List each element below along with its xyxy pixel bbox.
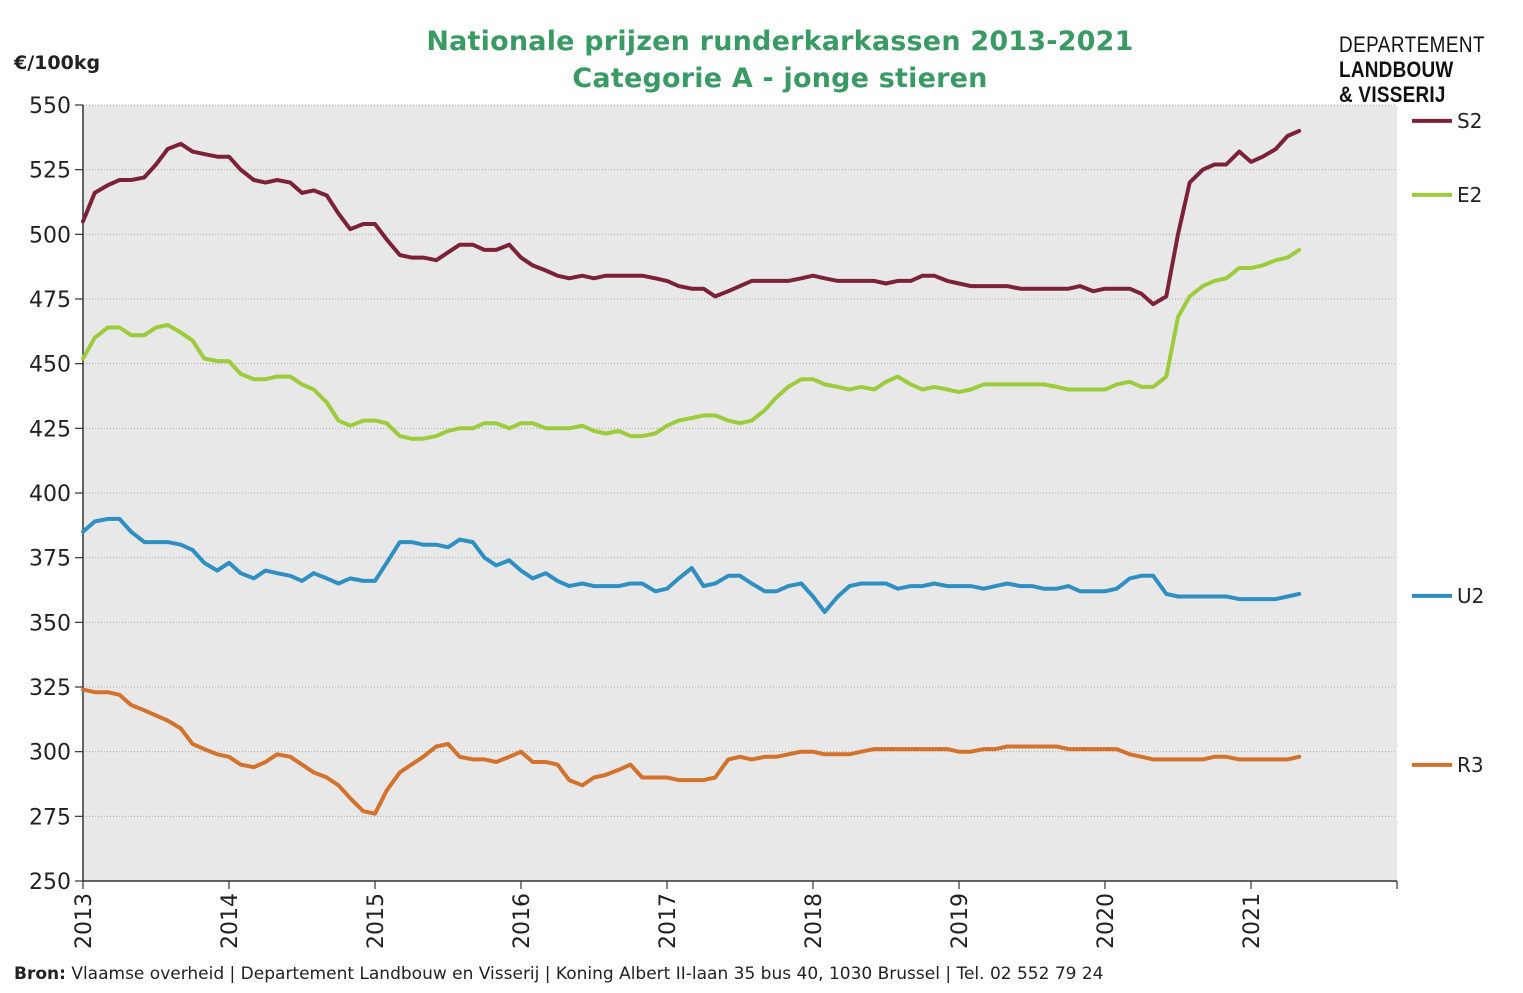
y-tick-label: 250 — [29, 870, 71, 895]
series-line-u2 — [81, 516, 1302, 614]
x-axis-ticks: 2013 2014 2015 2016 2017 2018 2019 2020 2021 — [72, 881, 1398, 949]
y-tick-label: 325 — [29, 676, 71, 701]
source-text: Vlaamse overheid | Departement Landbouw … — [65, 964, 1104, 984]
department-logo: DEPARTEMENT LANDBOUW & VISSERIJ — [1339, 32, 1485, 107]
legend-label-r3: R3 — [1457, 753, 1484, 777]
series-line-e2 — [81, 247, 1302, 441]
x-tick-label: 2015 — [364, 893, 389, 949]
legend-label-u2: U2 — [1457, 584, 1484, 608]
legend-label-s2: S2 — [1457, 109, 1482, 133]
y-tick-label: 300 — [29, 741, 71, 766]
x-tick-label: 2019 — [948, 893, 973, 949]
chart-subtitle: Categorie A - jonge stieren — [572, 63, 988, 94]
y-tick-label: 475 — [29, 288, 71, 313]
source-label: Bron: — [14, 964, 66, 984]
x-tick-label: 2018 — [802, 893, 827, 949]
x-tick-label: 2014 — [218, 893, 243, 949]
x-tick-label: 2013 — [72, 893, 97, 949]
y-tick-label: 375 — [29, 547, 71, 572]
legend-label-e2: E2 — [1457, 183, 1482, 207]
series-line-s2 — [81, 128, 1302, 307]
y-tick-label: 550 — [29, 94, 71, 119]
chart-title: Nationale prijzen runderkarkassen 2013-2… — [426, 26, 1134, 57]
source-note: Bron: Vlaamse overheid | Departement Lan… — [14, 964, 1104, 984]
y-axis-ticks: 250 275 300 325 350 375 400 425 450 475 500 525 550 — [29, 94, 83, 895]
series-lines — [81, 128, 1302, 816]
y-tick-label: 400 — [29, 482, 71, 507]
y-tick-label: 525 — [29, 159, 71, 184]
logo-line-3: & VISSERIJ — [1339, 82, 1446, 107]
x-tick-label: 2020 — [1094, 893, 1119, 949]
y-tick-label: 350 — [29, 611, 71, 636]
series-line-r3 — [81, 687, 1302, 816]
y-tick-label: 275 — [29, 805, 71, 830]
y-tick-label: 425 — [29, 417, 71, 442]
y-tick-label: 500 — [29, 223, 71, 248]
logo-line-1: DEPARTEMENT — [1339, 32, 1485, 57]
x-tick-label: 2021 — [1240, 893, 1265, 949]
legend: S2 E2 U2 R3 — [1412, 109, 1484, 777]
x-tick-label: 2017 — [656, 893, 681, 949]
x-tick-label: 2016 — [510, 893, 535, 949]
y-axis-unit: €/100kg — [14, 52, 101, 74]
logo-line-2: LANDBOUW — [1339, 57, 1454, 82]
y-tick-label: 450 — [29, 353, 71, 378]
